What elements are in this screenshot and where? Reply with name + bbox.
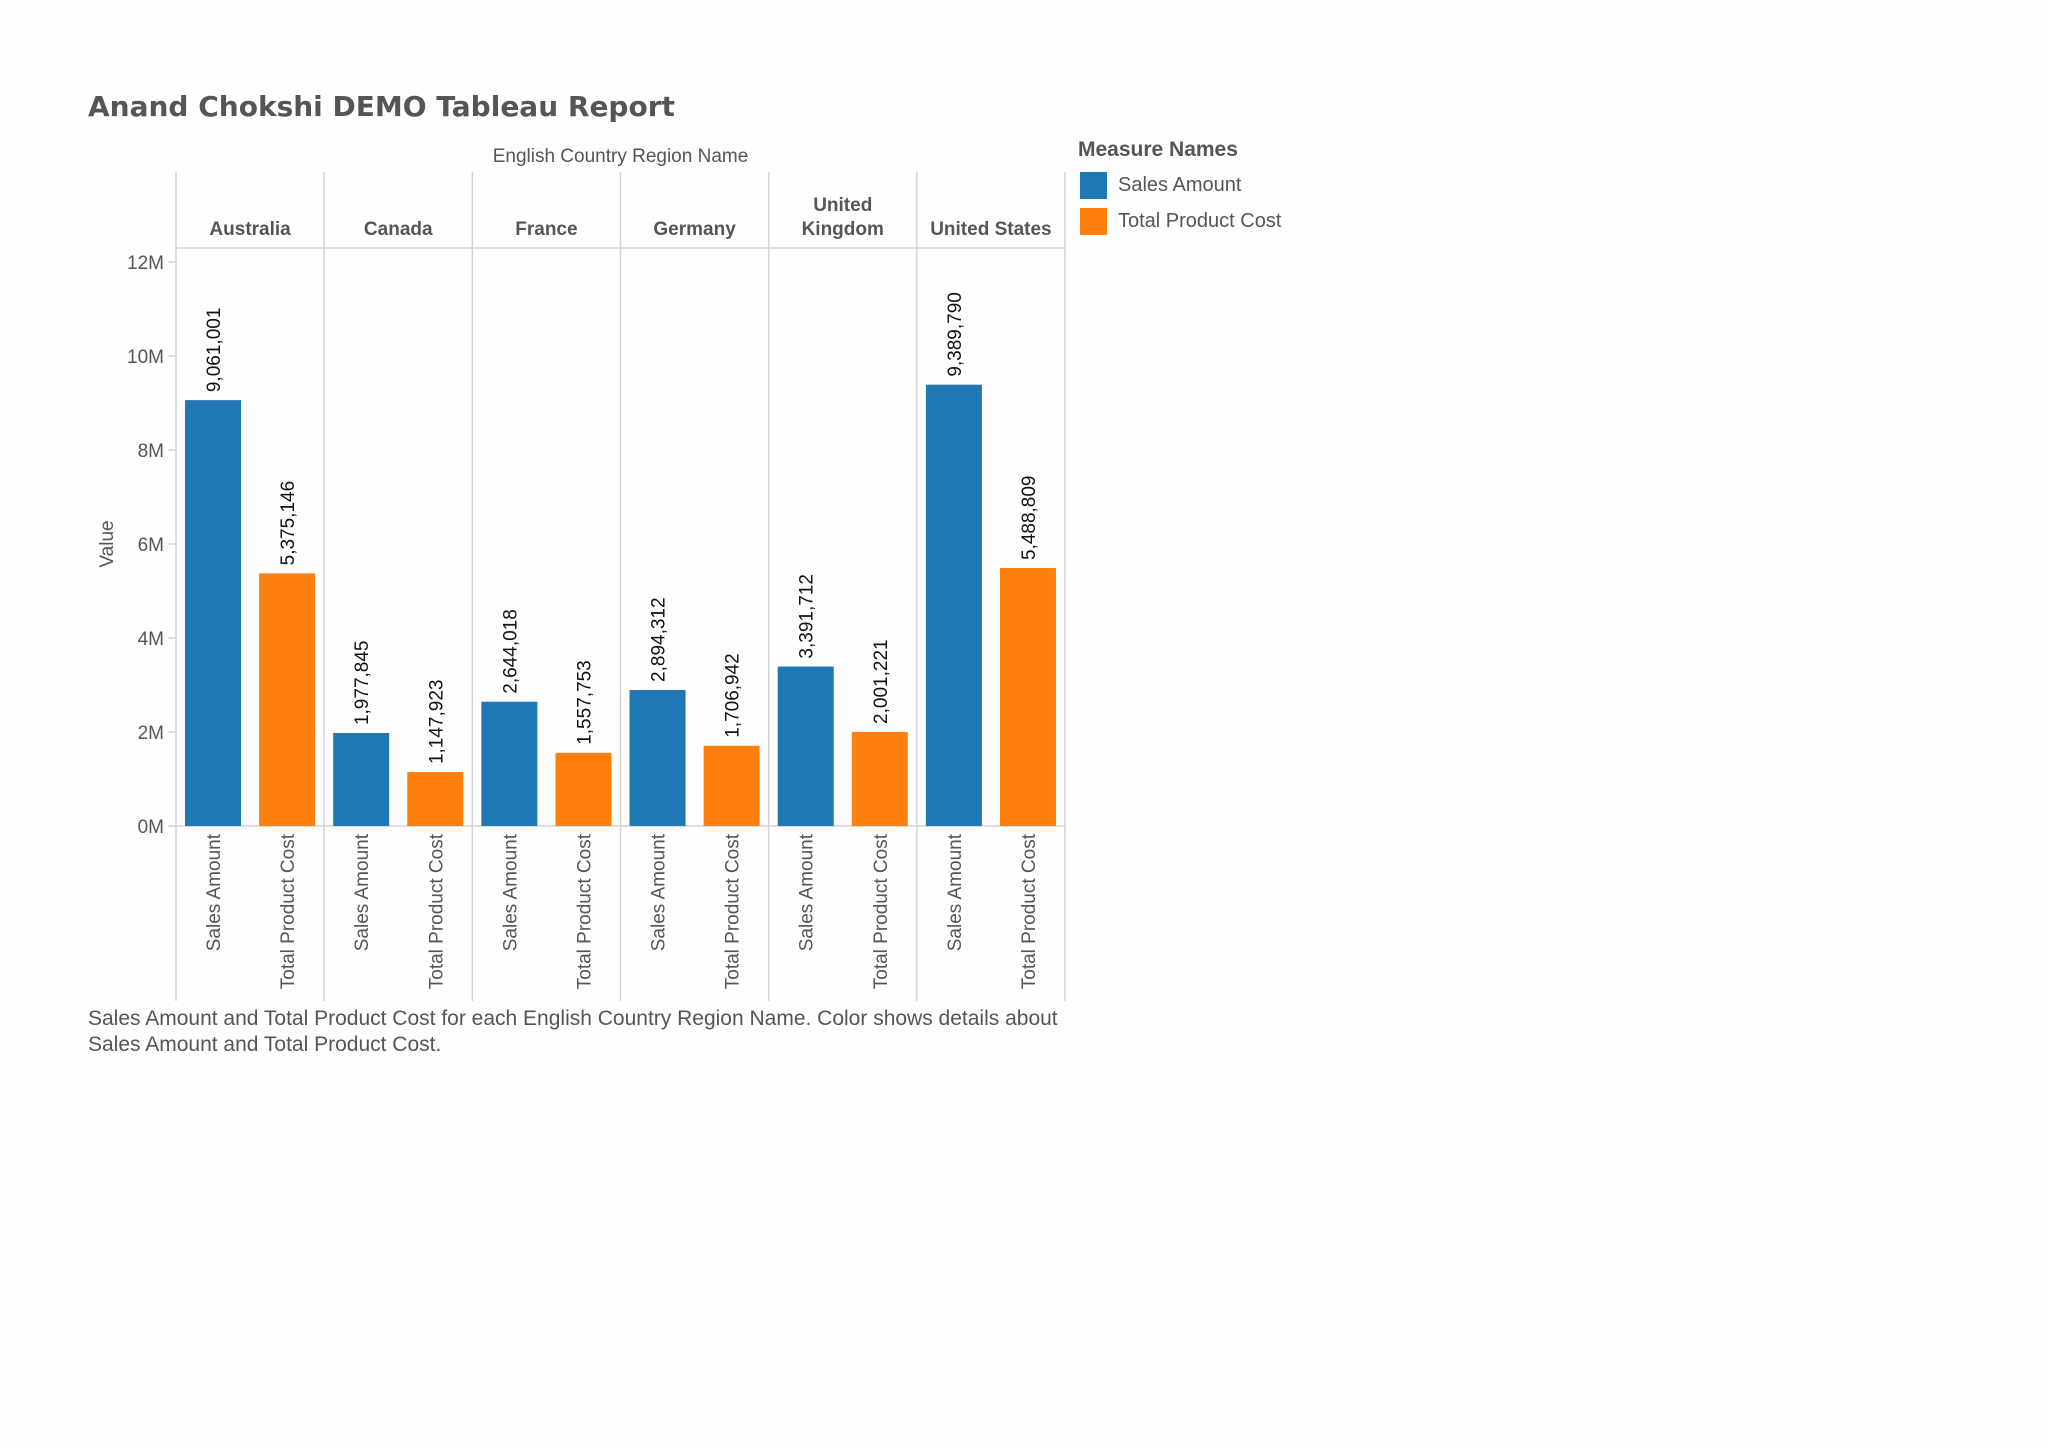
bar-canada-total-product-cost	[407, 772, 464, 826]
measure-label-germany-total-product-cost: Total Product Cost	[723, 833, 744, 989]
y-axis-title: Value	[97, 520, 118, 567]
measure-label-france-sales-amount: Sales Amount	[500, 833, 521, 951]
y-tick-label-0m: 0M	[138, 817, 164, 838]
bar-germany-sales-amount	[629, 689, 686, 826]
data-label-united-states-total-product-cost: 5,488,809	[1019, 475, 1040, 560]
category-header-united-kingdom-line-1: United	[813, 195, 872, 216]
caption: Sales Amount and Total Product Cost for …	[88, 1007, 1058, 1056]
bar-united-states-total-product-cost	[999, 568, 1056, 826]
bar-france-total-product-cost	[555, 752, 612, 826]
y-tick-label-8m: 8M	[138, 441, 164, 462]
data-label-germany-total-product-cost: 1,706,942	[723, 653, 744, 738]
bar-australia-sales-amount	[185, 400, 242, 826]
legend-swatch-total-product-cost	[1080, 208, 1107, 235]
bar-france-sales-amount	[481, 701, 538, 826]
y-tick-label-10m: 10M	[127, 347, 164, 368]
legend: Measure Names Sales Amount Total Product…	[1078, 138, 1281, 244]
category-header-united-states: United States	[930, 219, 1051, 240]
legend-swatch-sales-amount	[1080, 172, 1107, 199]
measure-label-canada-sales-amount: Sales Amount	[352, 833, 373, 951]
category-header-france: France	[515, 219, 577, 240]
bar-united-kingdom-total-product-cost	[851, 731, 908, 826]
measure-label-united-states-total-product-cost: Total Product Cost	[1019, 833, 1040, 989]
category-header-united-kingdom-line-2: Kingdom	[802, 219, 884, 240]
data-label-united-kingdom-total-product-cost: 2,001,221	[871, 639, 892, 724]
y-tick-label-6m: 6M	[138, 535, 164, 556]
data-label-france-sales-amount: 2,644,018	[500, 609, 521, 694]
legend-title: Measure Names	[1078, 138, 1238, 161]
bar-canada-sales-amount	[333, 733, 390, 826]
data-label-united-kingdom-sales-amount: 3,391,712	[797, 574, 818, 659]
legend-label-total-product-cost: Total Product Cost	[1118, 210, 1282, 232]
measure-label-france-total-product-cost: Total Product Cost	[574, 833, 595, 989]
chart: English Country Region Name 0M 2M 4M 6M 8M 10M…	[97, 146, 1066, 1001]
measure-label-australia-sales-amount: Sales Amount	[204, 833, 225, 951]
measure-label-united-kingdom-total-product-cost: Total Product Cost	[871, 833, 892, 989]
bar-australia-total-product-cost	[259, 573, 316, 826]
measure-label-canada-total-product-cost: Total Product Cost	[426, 833, 447, 989]
legend-item-total-product-cost[interactable]: Total Product Cost	[1078, 208, 1281, 235]
bar-germany-total-product-cost	[703, 745, 760, 826]
data-label-australia-total-product-cost: 5,375,146	[278, 481, 299, 566]
category-header-australia: Australia	[209, 219, 291, 240]
data-label-australia-sales-amount: 9,061,001	[204, 308, 225, 393]
measure-label-united-states-sales-amount: Sales Amount	[945, 833, 966, 951]
legend-item-sales-amount[interactable]: Sales Amount	[1078, 172, 1281, 199]
legend-label-sales-amount: Sales Amount	[1118, 174, 1242, 196]
y-tick-label-4m: 4M	[138, 629, 164, 650]
measure-label-australia-total-product-cost: Total Product Cost	[278, 833, 299, 989]
data-label-france-total-product-cost: 1,557,753	[574, 660, 595, 745]
bar-united-states-sales-amount	[925, 384, 982, 826]
data-label-canada-sales-amount: 1,977,845	[352, 641, 373, 726]
category-header-germany: Germany	[653, 219, 736, 240]
measure-label-germany-sales-amount: Sales Amount	[649, 833, 670, 951]
data-label-germany-sales-amount: 2,894,312	[649, 597, 670, 682]
measure-label-united-kingdom-sales-amount: Sales Amount	[797, 833, 818, 951]
column-header-title: English Country Region Name	[493, 146, 749, 167]
y-tick-label-12m: 12M	[127, 253, 164, 274]
data-label-united-states-sales-amount: 9,389,790	[945, 292, 966, 377]
category-header-canada: Canada	[364, 219, 433, 240]
y-tick-label-2m: 2M	[138, 723, 164, 744]
data-label-canada-total-product-cost: 1,147,923	[426, 680, 447, 765]
report-title: Anand Chokshi DEMO Tableau Report	[88, 90, 675, 123]
bar-united-kingdom-sales-amount	[777, 666, 834, 826]
